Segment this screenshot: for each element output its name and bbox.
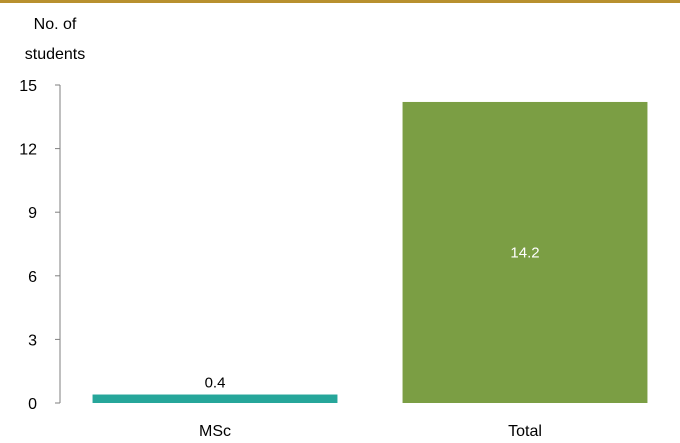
data-label-msc: 0.4 xyxy=(205,375,226,392)
bar-msc xyxy=(92,394,338,403)
x-category-label-total: Total xyxy=(508,423,542,440)
y-tick-label-1: 3 xyxy=(28,332,37,349)
bar-total xyxy=(402,101,648,404)
y-tick-label-0: 0 xyxy=(28,396,37,413)
bars: 0.4 14.2 xyxy=(92,101,648,404)
x-axis-labels: MSc Total xyxy=(199,423,542,440)
data-label-total: 14.2 xyxy=(510,244,539,261)
y-tick-label-2: 6 xyxy=(28,269,37,286)
top-border-rule xyxy=(0,0,680,3)
y-axis-label-line-1: No. of xyxy=(34,16,77,33)
y-tick-label-3: 9 xyxy=(28,205,37,222)
x-category-label-msc: MSc xyxy=(199,423,231,440)
y-axis-ticks: 0 3 6 9 12 15 xyxy=(19,78,60,413)
y-tick-label-5: 15 xyxy=(19,78,37,95)
y-axis-label-line-2: students xyxy=(25,46,85,63)
y-tick-label-4: 12 xyxy=(19,142,37,159)
